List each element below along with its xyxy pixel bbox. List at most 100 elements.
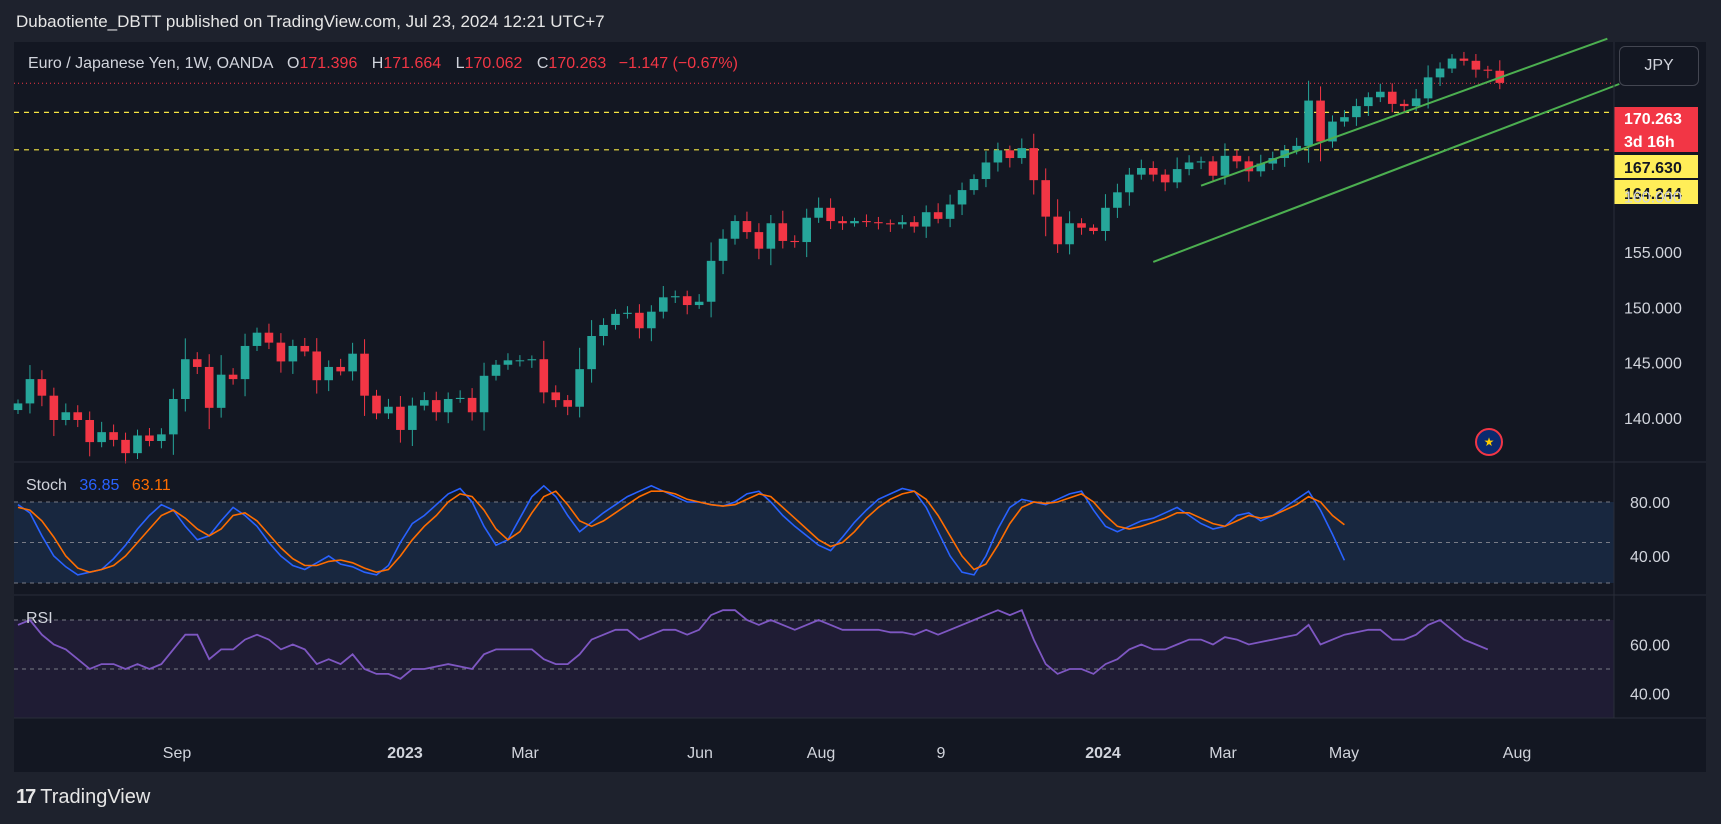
candle[interactable] (706, 242, 716, 318)
candle[interactable] (599, 318, 608, 346)
candle[interactable] (384, 398, 393, 419)
rsi-label[interactable]: RSI (26, 610, 53, 627)
candle[interactable] (288, 339, 298, 374)
candle[interactable] (192, 352, 202, 375)
candle[interactable] (1447, 54, 1457, 74)
candle[interactable] (264, 323, 274, 350)
candle[interactable] (85, 411, 94, 457)
candle[interactable] (909, 216, 919, 233)
candle[interactable] (1208, 156, 1218, 182)
candle[interactable] (862, 214, 871, 227)
candle[interactable] (802, 208, 811, 258)
candle[interactable] (1352, 98, 1361, 126)
candle[interactable] (515, 355, 525, 367)
candle[interactable] (372, 389, 381, 420)
candle[interactable] (694, 294, 704, 309)
candle[interactable] (431, 391, 441, 421)
candle[interactable] (1399, 99, 1409, 114)
candle[interactable] (1077, 218, 1086, 235)
candle[interactable] (300, 337, 310, 357)
candle[interactable] (623, 306, 632, 319)
candle[interactable] (97, 421, 106, 448)
eu-flag-icon[interactable]: ★ (1475, 428, 1503, 456)
candle[interactable] (969, 174, 979, 195)
candle[interactable] (443, 392, 453, 424)
candle[interactable] (25, 365, 35, 414)
candle[interactable] (145, 428, 154, 447)
candle[interactable] (1196, 156, 1206, 170)
candle[interactable] (324, 360, 333, 392)
candle[interactable] (1029, 133, 1039, 195)
candle[interactable] (850, 217, 859, 227)
candle[interactable] (1065, 211, 1074, 255)
candle[interactable] (611, 309, 620, 330)
candle[interactable] (109, 424, 118, 447)
candle[interactable] (276, 333, 286, 373)
candle[interactable] (1256, 154, 1266, 177)
candle[interactable] (73, 405, 83, 428)
candle[interactable] (479, 362, 489, 431)
candle[interactable] (312, 338, 322, 394)
candle[interactable] (587, 320, 596, 383)
candle[interactable] (730, 215, 740, 245)
candle[interactable] (1184, 155, 1194, 176)
stoch-k-line[interactable] (17, 484, 1346, 576)
candle[interactable] (49, 387, 59, 437)
candle[interactable] (981, 151, 991, 188)
candle[interactable] (790, 235, 800, 248)
candle[interactable] (1364, 92, 1373, 116)
candle[interactable] (396, 396, 405, 443)
candle[interactable] (336, 358, 345, 376)
candle[interactable] (742, 211, 752, 239)
channel-lower-line[interactable] (1152, 83, 1620, 263)
candle[interactable] (826, 198, 835, 230)
candle[interactable] (360, 339, 369, 416)
candle[interactable] (635, 304, 644, 339)
candle[interactable] (37, 370, 47, 407)
price-pane[interactable]: 170.263 3d 16h 167.630 164.244 (13, 37, 1698, 464)
candle[interactable] (420, 392, 429, 411)
rsi-line[interactable] (17, 609, 1489, 680)
candle[interactable] (527, 355, 537, 368)
candle[interactable] (563, 395, 572, 416)
candle[interactable] (1041, 168, 1050, 237)
stoch-d-line[interactable] (17, 490, 1345, 574)
candle[interactable] (61, 403, 71, 426)
currency-button[interactable]: JPY (1619, 46, 1699, 86)
candle[interactable] (945, 194, 955, 228)
candle[interactable] (718, 229, 728, 275)
candle[interactable] (1316, 86, 1325, 162)
candle[interactable] (1304, 80, 1313, 163)
candle[interactable] (1101, 194, 1110, 241)
candle[interactable] (181, 338, 190, 412)
candle[interactable] (1459, 51, 1469, 66)
candle[interactable] (993, 142, 1003, 172)
candle[interactable] (1137, 159, 1146, 180)
candle[interactable] (467, 388, 477, 421)
candle[interactable] (1172, 157, 1182, 189)
symbol-legend[interactable]: Euro / Japanese Yen, 1W, OANDA O171.396 … (28, 55, 738, 73)
candle[interactable] (1125, 167, 1134, 206)
candle[interactable] (13, 399, 23, 414)
candle[interactable] (455, 390, 465, 403)
candle[interactable] (1340, 110, 1349, 127)
candle[interactable] (778, 210, 788, 249)
candle[interactable] (670, 290, 680, 303)
brand[interactable]: 17 TradingView (16, 786, 150, 809)
candle[interactable] (539, 340, 549, 404)
candle[interactable] (121, 432, 130, 464)
candle[interactable] (1268, 151, 1278, 170)
candle[interactable] (933, 203, 943, 224)
candle[interactable] (216, 355, 226, 418)
candle[interactable] (1376, 83, 1385, 103)
candle[interactable] (1483, 65, 1493, 79)
candle[interactable] (921, 205, 931, 238)
candle[interactable] (957, 182, 967, 216)
candle[interactable] (682, 290, 692, 315)
candle[interactable] (1435, 62, 1445, 86)
candle[interactable] (1471, 54, 1481, 78)
candle[interactable] (157, 428, 166, 449)
candle[interactable] (575, 347, 584, 418)
candle[interactable] (348, 342, 357, 381)
